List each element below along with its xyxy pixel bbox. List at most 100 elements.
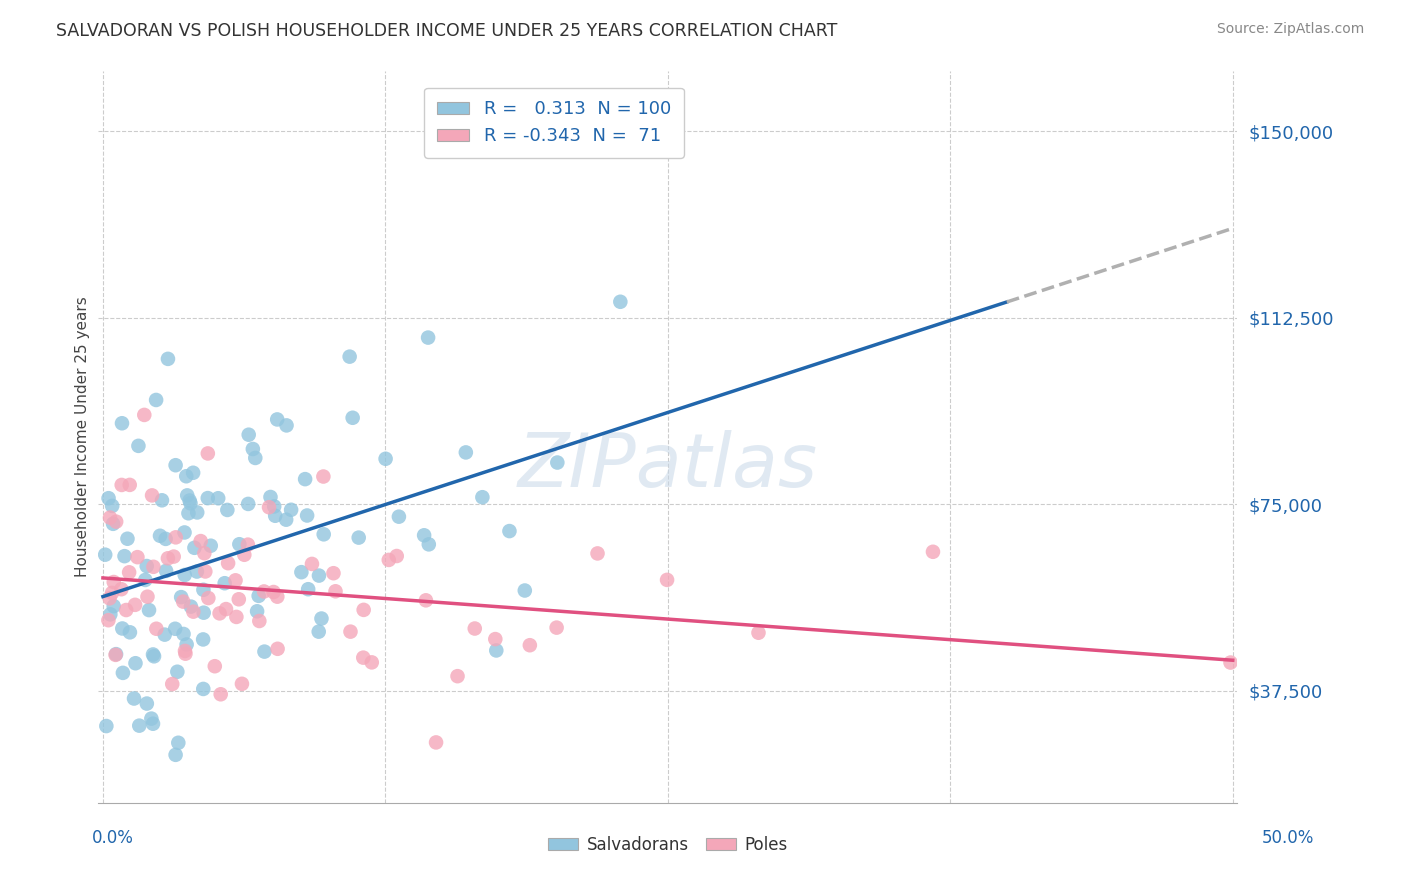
Point	[181, 466, 204, 480]
Point	[228, 592, 250, 607]
Point	[263, 500, 285, 514]
Point	[200, 539, 222, 553]
Point	[174, 644, 197, 658]
Point	[153, 627, 176, 641]
Point	[360, 656, 382, 670]
Point	[136, 590, 159, 604]
Point	[242, 442, 264, 456]
Point	[231, 677, 253, 691]
Point	[122, 691, 145, 706]
Text: 50.0%: 50.0%	[1263, 829, 1315, 847]
Point	[266, 412, 288, 426]
Point	[253, 645, 276, 659]
Point	[197, 591, 219, 605]
Point	[233, 548, 256, 562]
Point	[415, 593, 437, 607]
Point	[111, 478, 134, 492]
Point	[111, 622, 134, 636]
Point	[110, 582, 132, 597]
Point	[194, 565, 217, 579]
Point	[118, 625, 141, 640]
Point	[166, 665, 188, 679]
Point	[301, 557, 323, 571]
Point	[352, 650, 374, 665]
Point	[142, 648, 165, 662]
Text: SALVADORAN VS POLISH HOUSEHOLDER INCOME UNDER 25 YEARS CORRELATION CHART: SALVADORAN VS POLISH HOUSEHOLDER INCOME …	[56, 22, 838, 40]
Point	[173, 525, 195, 540]
Point	[339, 624, 361, 639]
Point	[173, 568, 195, 582]
Point	[264, 508, 287, 523]
Point	[217, 503, 239, 517]
Point	[165, 622, 187, 636]
Point	[193, 546, 215, 560]
Point	[186, 505, 208, 519]
Point	[464, 622, 486, 636]
Point	[325, 584, 347, 599]
Point	[217, 556, 239, 570]
Point	[215, 602, 238, 616]
Point	[236, 538, 259, 552]
Point	[163, 549, 186, 564]
Point	[246, 604, 269, 618]
Point	[416, 330, 439, 344]
Point	[103, 575, 125, 590]
Point	[471, 490, 494, 504]
Point	[197, 491, 219, 505]
Point	[115, 603, 138, 617]
Point	[519, 638, 541, 652]
Point	[101, 499, 124, 513]
Point	[141, 488, 163, 502]
Point	[176, 488, 198, 502]
Point	[609, 294, 631, 309]
Point	[179, 496, 201, 510]
Point	[162, 677, 184, 691]
Point	[257, 500, 280, 515]
Point	[245, 450, 267, 465]
Point	[134, 573, 156, 587]
Point	[197, 446, 219, 460]
Point	[385, 549, 408, 563]
Point	[238, 497, 260, 511]
Point	[180, 599, 202, 614]
Point	[388, 509, 411, 524]
Point	[295, 508, 318, 523]
Point	[454, 445, 477, 459]
Point	[339, 350, 361, 364]
Point	[111, 665, 134, 680]
Point	[117, 532, 139, 546]
Point	[311, 611, 333, 625]
Point	[513, 583, 536, 598]
Point	[165, 530, 187, 544]
Point	[207, 491, 229, 506]
Point	[266, 590, 288, 604]
Point	[193, 606, 215, 620]
Point	[586, 546, 609, 560]
Point	[190, 534, 212, 549]
Point	[208, 607, 231, 621]
Point	[186, 565, 208, 579]
Point	[280, 503, 302, 517]
Text: ZIPatlas: ZIPatlas	[517, 430, 818, 502]
Point	[138, 603, 160, 617]
Point	[225, 574, 247, 588]
Point	[922, 545, 945, 559]
Point	[353, 603, 375, 617]
Point	[105, 647, 128, 661]
Point	[546, 456, 568, 470]
Legend: Salvadorans, Poles: Salvadorans, Poles	[541, 829, 794, 860]
Point	[374, 451, 396, 466]
Point	[141, 712, 163, 726]
Point	[322, 566, 344, 581]
Point	[135, 697, 157, 711]
Point	[98, 591, 121, 606]
Point	[156, 351, 179, 366]
Point	[97, 613, 120, 627]
Point	[308, 568, 330, 582]
Point	[183, 541, 205, 555]
Point	[276, 418, 298, 433]
Point	[96, 719, 118, 733]
Point	[150, 493, 173, 508]
Point	[165, 458, 187, 473]
Point	[247, 589, 270, 603]
